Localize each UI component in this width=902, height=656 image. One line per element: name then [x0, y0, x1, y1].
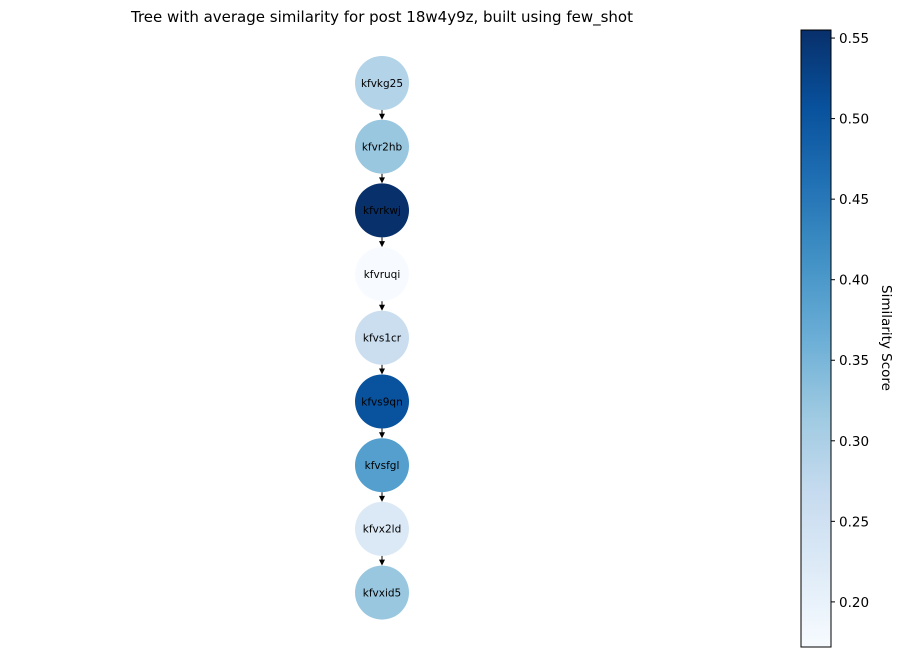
colorbar-tick-label: 0.40	[839, 273, 869, 289]
tree-node: kfvs1cr	[355, 310, 409, 365]
tree-node: kfvruqi	[355, 247, 409, 302]
node-circle	[355, 374, 409, 429]
node-label: kfvs1cr	[363, 333, 402, 345]
node-circle	[355, 438, 409, 493]
tree-node: kfvsfgl	[355, 438, 409, 493]
node-circle	[355, 119, 409, 174]
edge-arrowhead	[379, 368, 385, 375]
colorbar: 0.20 0.25 0.30 0.35 0.40 0.45 0.50 0.55 Similar…	[800, 29, 894, 648]
node-label: kfvs9qn	[361, 396, 402, 408]
node-circle	[355, 247, 409, 302]
colorbar-tick-label: 0.55	[839, 31, 869, 47]
tree-node: kfvr2hb	[355, 119, 409, 174]
colorbar-tick-label: 0.20	[839, 595, 869, 611]
colorbar-tick-label: 0.50	[839, 112, 869, 128]
colorbar-frame	[800, 29, 832, 648]
node-circle	[355, 310, 409, 365]
edge-arrowhead	[379, 113, 385, 120]
node-circle	[355, 501, 409, 556]
edge-arrowhead	[379, 495, 385, 502]
node-circle	[355, 565, 409, 620]
colorbar-tick-label: 0.45	[839, 192, 869, 208]
tree-node: kfvxid5	[355, 565, 409, 620]
tree-nodes: kfvkg25 kfvr2hb kfvrkwj kfvruqi kfvs1cr kfvs9…	[355, 56, 409, 620]
edge-arrowhead	[379, 559, 385, 566]
node-label: kfvrkwj	[363, 205, 401, 217]
edge-arrowhead	[379, 177, 385, 184]
node-circle	[355, 56, 409, 110]
chart-title: Tree with average similarity for post 18…	[130, 8, 633, 27]
tree-node: kfvrkwj	[355, 183, 409, 238]
edge-arrowhead	[379, 304, 385, 311]
edge-arrowhead	[379, 241, 385, 248]
colorbar-label: Similarity Score	[878, 285, 894, 391]
tree-node: kfvs9qn	[355, 374, 409, 429]
tree-node: kfvx2ld	[355, 501, 409, 556]
colorbar-gradient	[801, 30, 831, 647]
node-label: kfvr2hb	[362, 142, 403, 154]
tree-node: kfvkg25	[355, 56, 409, 110]
node-label: kfvkg25	[361, 78, 403, 90]
tree-edges	[379, 110, 385, 566]
colorbar-tick-label: 0.25	[839, 514, 869, 530]
node-label: kfvruqi	[364, 269, 401, 281]
colorbar-ticks: 0.20 0.25 0.30 0.35 0.40 0.45 0.50 0.55	[831, 31, 869, 611]
colorbar-tick-label: 0.35	[839, 353, 869, 369]
edge-arrowhead	[379, 432, 385, 439]
node-circle	[355, 183, 409, 238]
node-label: kfvsfgl	[365, 460, 400, 472]
node-label: kfvxid5	[363, 587, 401, 599]
colorbar-tick-label: 0.30	[839, 434, 869, 450]
node-label: kfvx2ld	[363, 524, 401, 536]
